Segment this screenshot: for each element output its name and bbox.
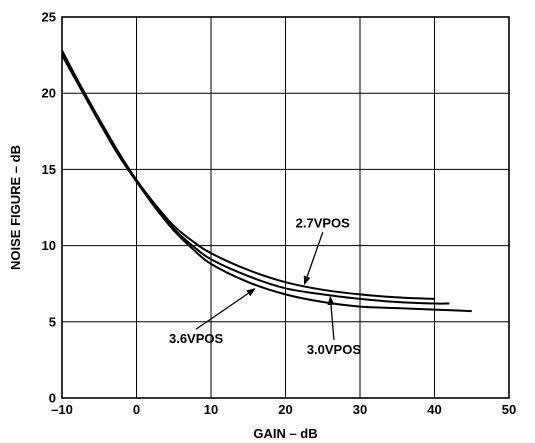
grid-lines	[62, 17, 509, 398]
curve-3-6vpos	[61, 54, 472, 313]
y-axis-title: NOISE FIGURE – dB	[8, 145, 23, 270]
x-axis-title: GAIN – dB	[253, 426, 317, 441]
leader-arrowhead-2-7vpos	[303, 275, 311, 286]
leader-line-3-6vpos	[195, 292, 249, 330]
y-tick-label: 10	[42, 238, 56, 253]
curve-annotations: 2.7VPOS 3.0VPOS 3.6VPOS	[169, 215, 361, 356]
leader-line-2-7vpos	[306, 232, 324, 277]
x-tick-label: 30	[353, 402, 367, 417]
y-tick-label: 15	[42, 162, 56, 177]
curve-label-3-6vpos: 3.6VPOS	[169, 331, 224, 346]
y-tick-label: 5	[49, 314, 56, 329]
curve-label-2-7vpos: 2.7VPOS	[296, 215, 351, 230]
curves	[61, 50, 472, 313]
curve-3-0vpos	[61, 51, 450, 305]
leader-line-3-0vpos	[330, 304, 335, 340]
curve-label-3-0vpos: 3.0VPOS	[307, 342, 362, 357]
y-tick-label: 25	[42, 10, 56, 25]
x-tick-label: 50	[502, 402, 516, 417]
x-tick-label: 20	[278, 402, 292, 417]
y-tick-label: 0	[49, 391, 56, 406]
leader-arrowhead-3-6vpos	[246, 288, 256, 297]
x-tick-label: 40	[427, 402, 441, 417]
x-tick-label: 0	[133, 402, 140, 417]
curve-2-7vpos	[61, 50, 435, 300]
leader-arrowhead-3-0vpos	[327, 295, 335, 306]
x-tick-label: 10	[204, 402, 218, 417]
plot-frame	[61, 16, 510, 399]
y-tick-label: 20	[42, 86, 56, 101]
x-tick-label: –10	[51, 402, 73, 417]
